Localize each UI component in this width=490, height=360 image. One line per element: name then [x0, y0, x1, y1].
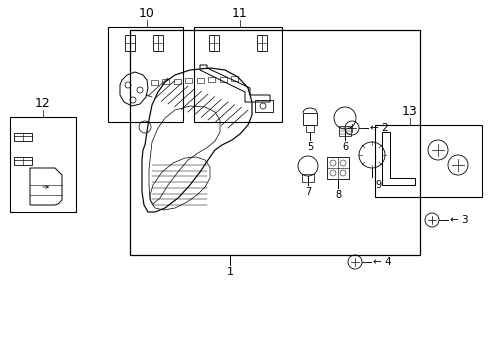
- Bar: [151, 80, 158, 85]
- Bar: [257, 35, 267, 51]
- Bar: [302, 174, 314, 182]
- Text: 12: 12: [35, 96, 51, 109]
- Bar: [162, 80, 170, 85]
- Bar: [14, 133, 32, 141]
- Bar: [209, 35, 219, 51]
- Text: 6: 6: [342, 142, 348, 152]
- Bar: [375, 125, 482, 197]
- Text: ← 2: ← 2: [370, 123, 389, 133]
- Text: 13: 13: [402, 104, 418, 117]
- Text: 1: 1: [226, 267, 234, 277]
- Bar: [220, 77, 226, 82]
- Bar: [185, 78, 192, 83]
- Bar: [231, 76, 238, 81]
- Bar: [255, 100, 273, 112]
- Text: 9: 9: [375, 180, 381, 190]
- Bar: [14, 157, 32, 165]
- Bar: [196, 78, 204, 83]
- Bar: [194, 27, 282, 122]
- Text: 7: 7: [305, 187, 311, 197]
- Bar: [306, 125, 314, 132]
- Bar: [339, 126, 351, 136]
- Bar: [327, 157, 349, 179]
- Bar: [10, 117, 76, 212]
- Text: 11: 11: [232, 6, 248, 19]
- Bar: [208, 77, 215, 82]
- Text: ← 3: ← 3: [450, 215, 468, 225]
- Bar: [125, 35, 135, 51]
- Bar: [130, 30, 420, 255]
- Text: 10: 10: [139, 6, 155, 19]
- Text: ← 4: ← 4: [373, 257, 392, 267]
- Bar: [174, 79, 181, 84]
- Bar: [153, 35, 163, 51]
- Bar: [303, 113, 317, 125]
- Bar: [108, 27, 183, 122]
- Text: 5: 5: [307, 142, 313, 152]
- Text: 8: 8: [335, 190, 341, 200]
